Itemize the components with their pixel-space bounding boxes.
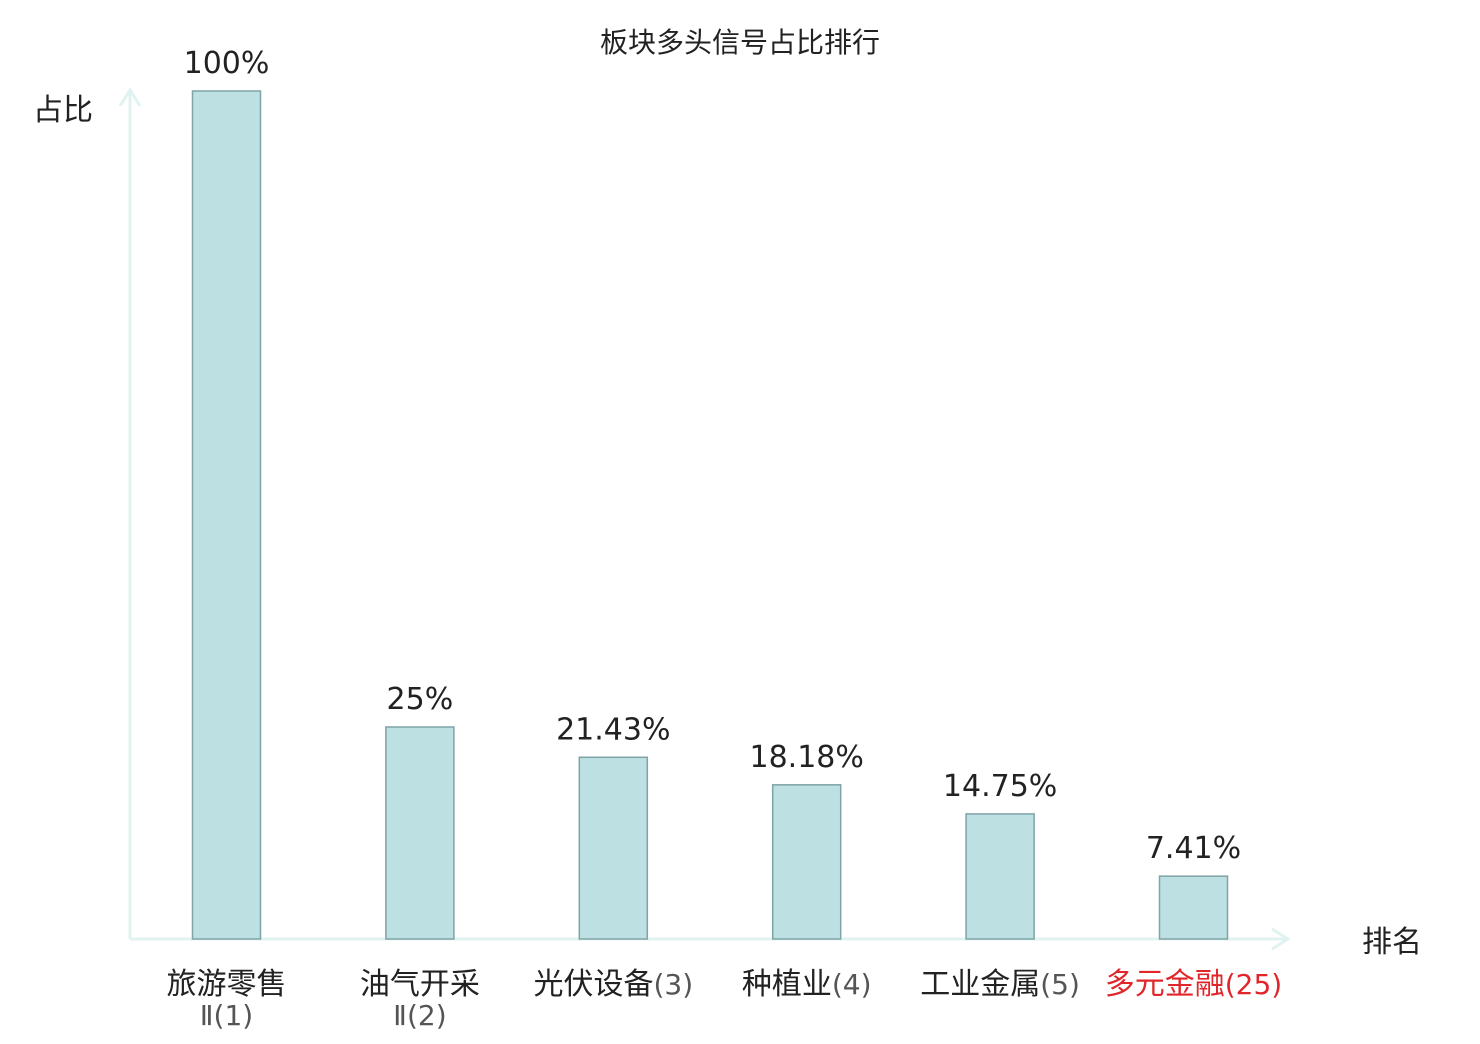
bars-group <box>191 90 1229 940</box>
bar-1 <box>191 90 262 940</box>
bar-2 <box>385 726 455 940</box>
y-axis-label: 占比 <box>33 93 93 128</box>
x-tick-label: 工业金属(5) <box>920 967 1080 1002</box>
x-tick-rank: (3) <box>653 968 693 1001</box>
x-tick-rank: Ⅱ(2) <box>393 999 446 1032</box>
data-label: 100% <box>184 46 270 81</box>
x-axis-label: 排名 <box>1362 925 1422 960</box>
x-tick-rank: Ⅱ(1) <box>200 999 253 1032</box>
x-tick-name: 光伏设备 <box>533 967 653 1002</box>
y-axis-arrow <box>118 87 142 107</box>
x-tick-name: 工业金属 <box>920 967 1040 1002</box>
bar-6 <box>1158 875 1229 940</box>
axes <box>118 87 1291 951</box>
x-tick-label: 多元金融(25) <box>1105 967 1282 1002</box>
x-tick-rank: (4) <box>832 968 872 1001</box>
chart-title: 板块多头信号占比排行 <box>600 26 880 59</box>
x-tick-rank: (5) <box>1040 968 1080 1001</box>
bar-5 <box>965 813 1035 940</box>
data-label: 25% <box>387 682 454 717</box>
data-label: 21.43% <box>556 712 670 747</box>
bar-3 <box>578 756 649 940</box>
bar-4 <box>771 784 842 940</box>
x-tick-name: 种植业 <box>742 967 832 1002</box>
data-label: 18.18% <box>750 740 864 775</box>
x-tick-label: 种植业(4) <box>742 967 872 1002</box>
x-axis-arrow <box>1271 927 1291 951</box>
x-tick-name: 多元金融 <box>1105 967 1225 1002</box>
data-label: 7.41% <box>1146 831 1241 866</box>
x-tick-rank: (25) <box>1225 968 1282 1001</box>
x-tick-label: 旅游零售 <box>167 967 287 1002</box>
x-tick-label: 油气开采 <box>360 967 480 1002</box>
data-label: 14.75% <box>943 769 1057 804</box>
x-tick-label: 光伏设备(3) <box>533 967 693 1002</box>
